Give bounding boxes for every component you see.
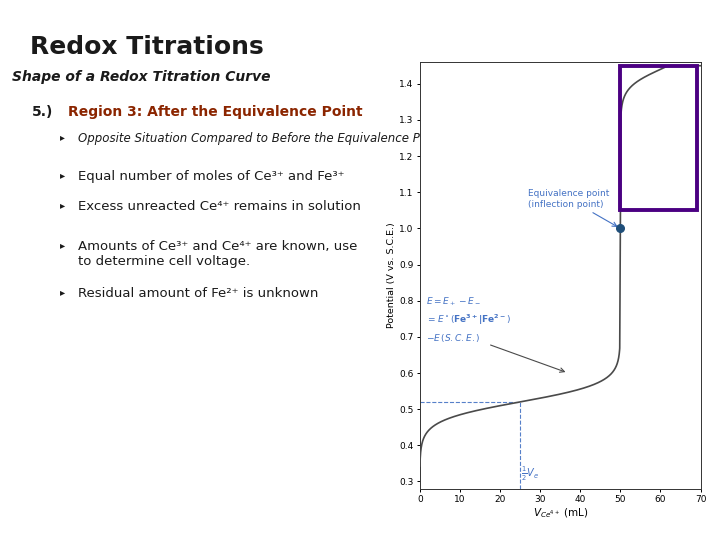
Text: Amounts of Ce³⁺ and Ce⁴⁺ are known, use
to determine cell voltage.: Amounts of Ce³⁺ and Ce⁴⁺ are known, use … bbox=[78, 240, 357, 268]
Text: ▸: ▸ bbox=[60, 287, 66, 297]
Text: Redox Titrations: Redox Titrations bbox=[30, 35, 264, 59]
Text: Excess unreacted Ce⁴⁺ remains in solution: Excess unreacted Ce⁴⁺ remains in solutio… bbox=[78, 200, 361, 213]
Text: ▸: ▸ bbox=[60, 132, 65, 142]
Text: $\it{E = E_+ - E_-}$
$\it{= E^\circ(\mathbf{Fe^{3+}|Fe^{2-}})}$
$\it{- E\,(S.C.E: $\it{E = E_+ - E_-}$ $\it{= E^\circ(\mat… bbox=[426, 295, 510, 344]
Text: Region 3: After the Equivalence Point: Region 3: After the Equivalence Point bbox=[68, 105, 363, 119]
Text: $\frac{1}{2}V_e$: $\frac{1}{2}V_e$ bbox=[521, 465, 539, 483]
Text: ▸: ▸ bbox=[60, 170, 66, 180]
Text: ▸: ▸ bbox=[60, 200, 66, 210]
Text: Opposite Situation Compared to Before the Equivalence Point: Opposite Situation Compared to Before th… bbox=[78, 132, 443, 145]
Text: ▸: ▸ bbox=[60, 240, 66, 250]
Text: Residual amount of Fe²⁺ is unknown: Residual amount of Fe²⁺ is unknown bbox=[78, 287, 318, 300]
Text: Equivalence point
(inflection point): Equivalence point (inflection point) bbox=[528, 189, 617, 226]
Text: Equal number of moles of Ce³⁺ and Fe³⁺: Equal number of moles of Ce³⁺ and Fe³⁺ bbox=[78, 170, 344, 183]
Y-axis label: Potential (V vs. S.C.E.): Potential (V vs. S.C.E.) bbox=[387, 222, 396, 328]
Bar bbox=[621, 66, 696, 210]
Text: Shape of a Redox Titration Curve: Shape of a Redox Titration Curve bbox=[12, 70, 271, 84]
X-axis label: $V_{Ce^{4+}}$ (mL): $V_{Ce^{4+}}$ (mL) bbox=[533, 507, 588, 521]
Text: 5.): 5.) bbox=[32, 105, 53, 119]
